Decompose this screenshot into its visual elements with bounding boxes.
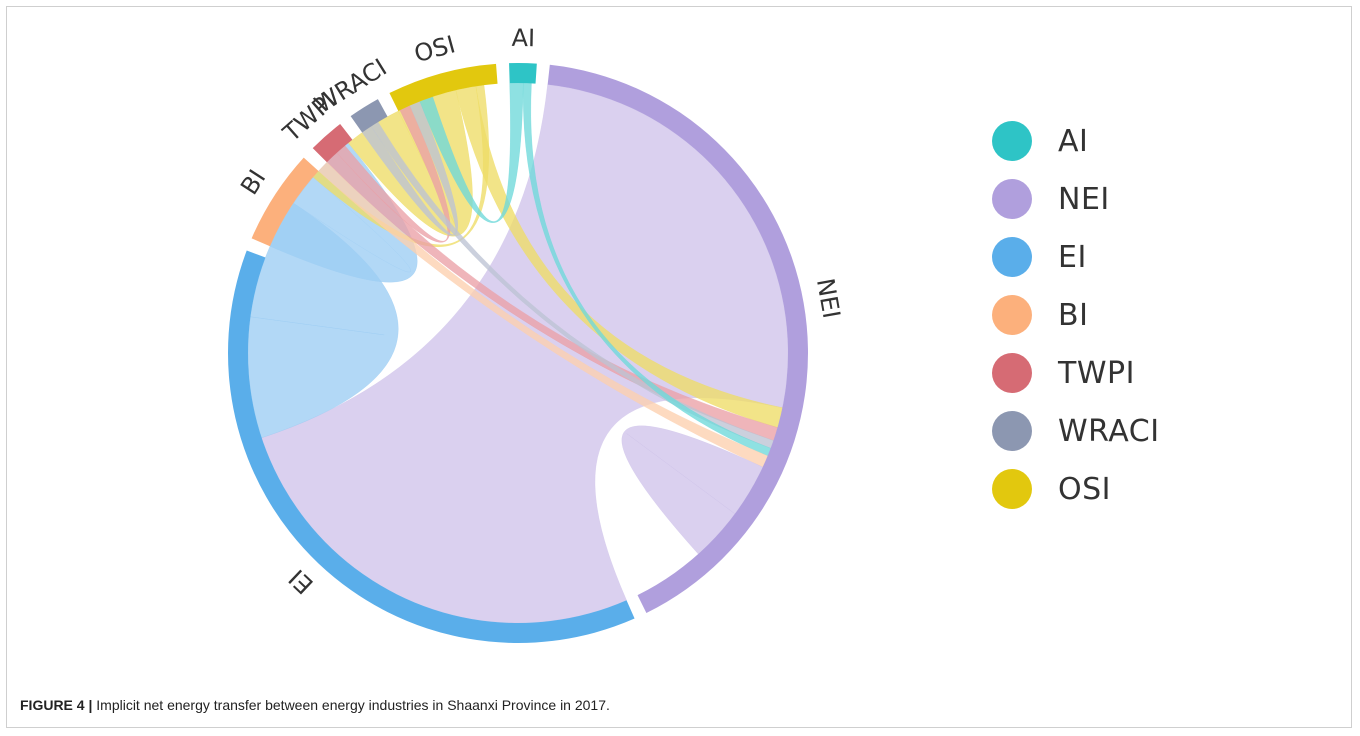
arc-twpi (312, 123, 353, 163)
arc-wraci (350, 99, 388, 133)
legend-item-bi: BI (992, 286, 1160, 344)
legend-item-twpi: TWPI (992, 344, 1160, 402)
arc-ai (509, 63, 537, 84)
legend-item-wraci: WRACI (992, 402, 1160, 460)
legend-label: NEI (1058, 181, 1110, 217)
arc-label-osi: OSI (411, 30, 458, 68)
arc-bi (251, 157, 319, 247)
legend-swatch (992, 353, 1032, 393)
legend-swatch (992, 237, 1032, 277)
legend-swatch (992, 179, 1032, 219)
legend-label: EI (1058, 239, 1087, 275)
ribbon-ei-bi (269, 142, 418, 283)
legend-swatch (992, 469, 1032, 509)
ribbons (247, 82, 789, 624)
legend-label: AI (1058, 123, 1089, 159)
legend-label: WRACI (1058, 413, 1160, 449)
ribbon-bi-nei (318, 161, 768, 468)
figure-caption: FIGURE 4 | Implicit net energy transfer … (20, 697, 610, 713)
arc-label-bi: BI (235, 165, 271, 200)
arc-label-ei: EI (283, 564, 318, 600)
figure-caption-text: Implicit net energy transfer between ene… (96, 697, 610, 713)
legend-label: BI (1058, 297, 1089, 333)
legend-item-osi: OSI (992, 460, 1160, 518)
legend-label: TWPI (1058, 355, 1135, 391)
figure-number: FIGURE 4 | (20, 697, 93, 713)
legend-label: OSI (1058, 471, 1112, 507)
legend-item-nei: NEI (992, 170, 1160, 228)
arc-nei (547, 64, 808, 614)
arc-osi (389, 63, 498, 111)
legend-swatch (992, 295, 1032, 335)
legend-item-ai: AI (992, 112, 1160, 170)
legend-swatch (992, 121, 1032, 161)
legend: AI NEI EI BI TWPI WRACI OSI (992, 112, 1160, 518)
arc-label-ai: AI (511, 24, 535, 52)
legend-swatch (992, 411, 1032, 451)
arc-label-nei: NEI (811, 276, 846, 320)
legend-item-ei: EI (992, 228, 1160, 286)
